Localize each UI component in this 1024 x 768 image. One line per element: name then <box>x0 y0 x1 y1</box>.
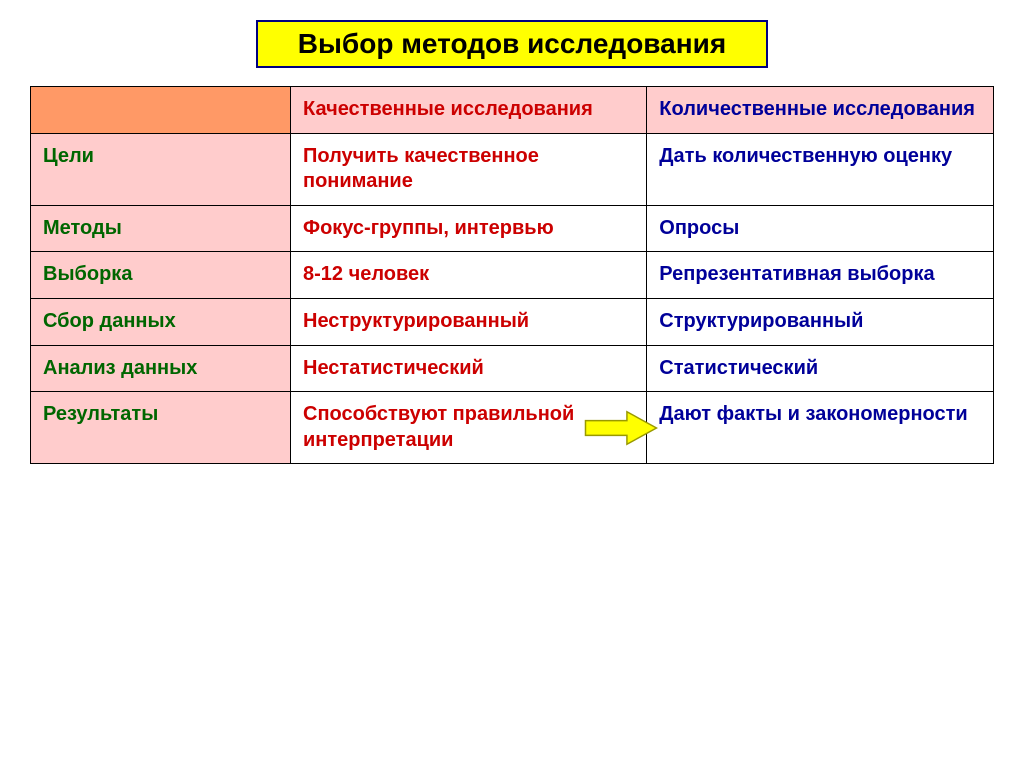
cell-methods-quant: Опросы <box>647 205 994 252</box>
row-collect: Сбор данных Неструктурированный Структур… <box>31 298 994 345</box>
comparison-table: Качественные исследования Количественные… <box>30 86 994 464</box>
rowlabel-results: Результаты <box>31 392 291 464</box>
cell-goals-quant: Дать количественную оценку <box>647 133 994 205</box>
row-analyze: Анализ данных Нестатистический Статистич… <box>31 345 994 392</box>
rowlabel-goals: Цели <box>31 133 291 205</box>
cell-goals-qual: Получить качественное понимание <box>291 133 647 205</box>
cell-results-qual: Способствуют правильной интерпретации <box>291 392 647 464</box>
cell-collect-quant: Структурированный <box>647 298 994 345</box>
rowlabel-sample: Выборка <box>31 252 291 299</box>
cell-results-qual-text: Способствуют правильной интерпретации <box>303 403 574 451</box>
rowlabel-analyze: Анализ данных <box>31 345 291 392</box>
cell-methods-qual: Фокус-группы, интервью <box>291 205 647 252</box>
row-goals: Цели Получить качественное понимание Дат… <box>31 133 994 205</box>
row-methods: Методы Фокус-группы, интервью Опросы <box>31 205 994 252</box>
cell-results-quant: Дают факты и закономерности <box>647 392 994 464</box>
rowlabel-collect: Сбор данных <box>31 298 291 345</box>
cell-sample-quant: Репрезентативная выборка <box>647 252 994 299</box>
arrow-right-icon <box>584 410 658 446</box>
row-results: Результаты Способствуют правильной интер… <box>31 392 994 464</box>
cell-analyze-quant: Статистический <box>647 345 994 392</box>
page-title: Выбор методов исследования <box>256 20 768 68</box>
title-bar: Выбор методов исследования <box>30 20 994 68</box>
table-header-row: Качественные исследования Количественные… <box>31 87 994 134</box>
rowlabel-methods: Методы <box>31 205 291 252</box>
cell-sample-qual: 8-12 человек <box>291 252 647 299</box>
header-qualitative: Качественные исследования <box>291 87 647 134</box>
header-quantitative: Количественные исследования <box>647 87 994 134</box>
header-blank <box>31 87 291 134</box>
cell-collect-qual: Неструктурированный <box>291 298 647 345</box>
cell-analyze-qual: Нестатистический <box>291 345 647 392</box>
row-sample: Выборка 8-12 человек Репрезентативная вы… <box>31 252 994 299</box>
